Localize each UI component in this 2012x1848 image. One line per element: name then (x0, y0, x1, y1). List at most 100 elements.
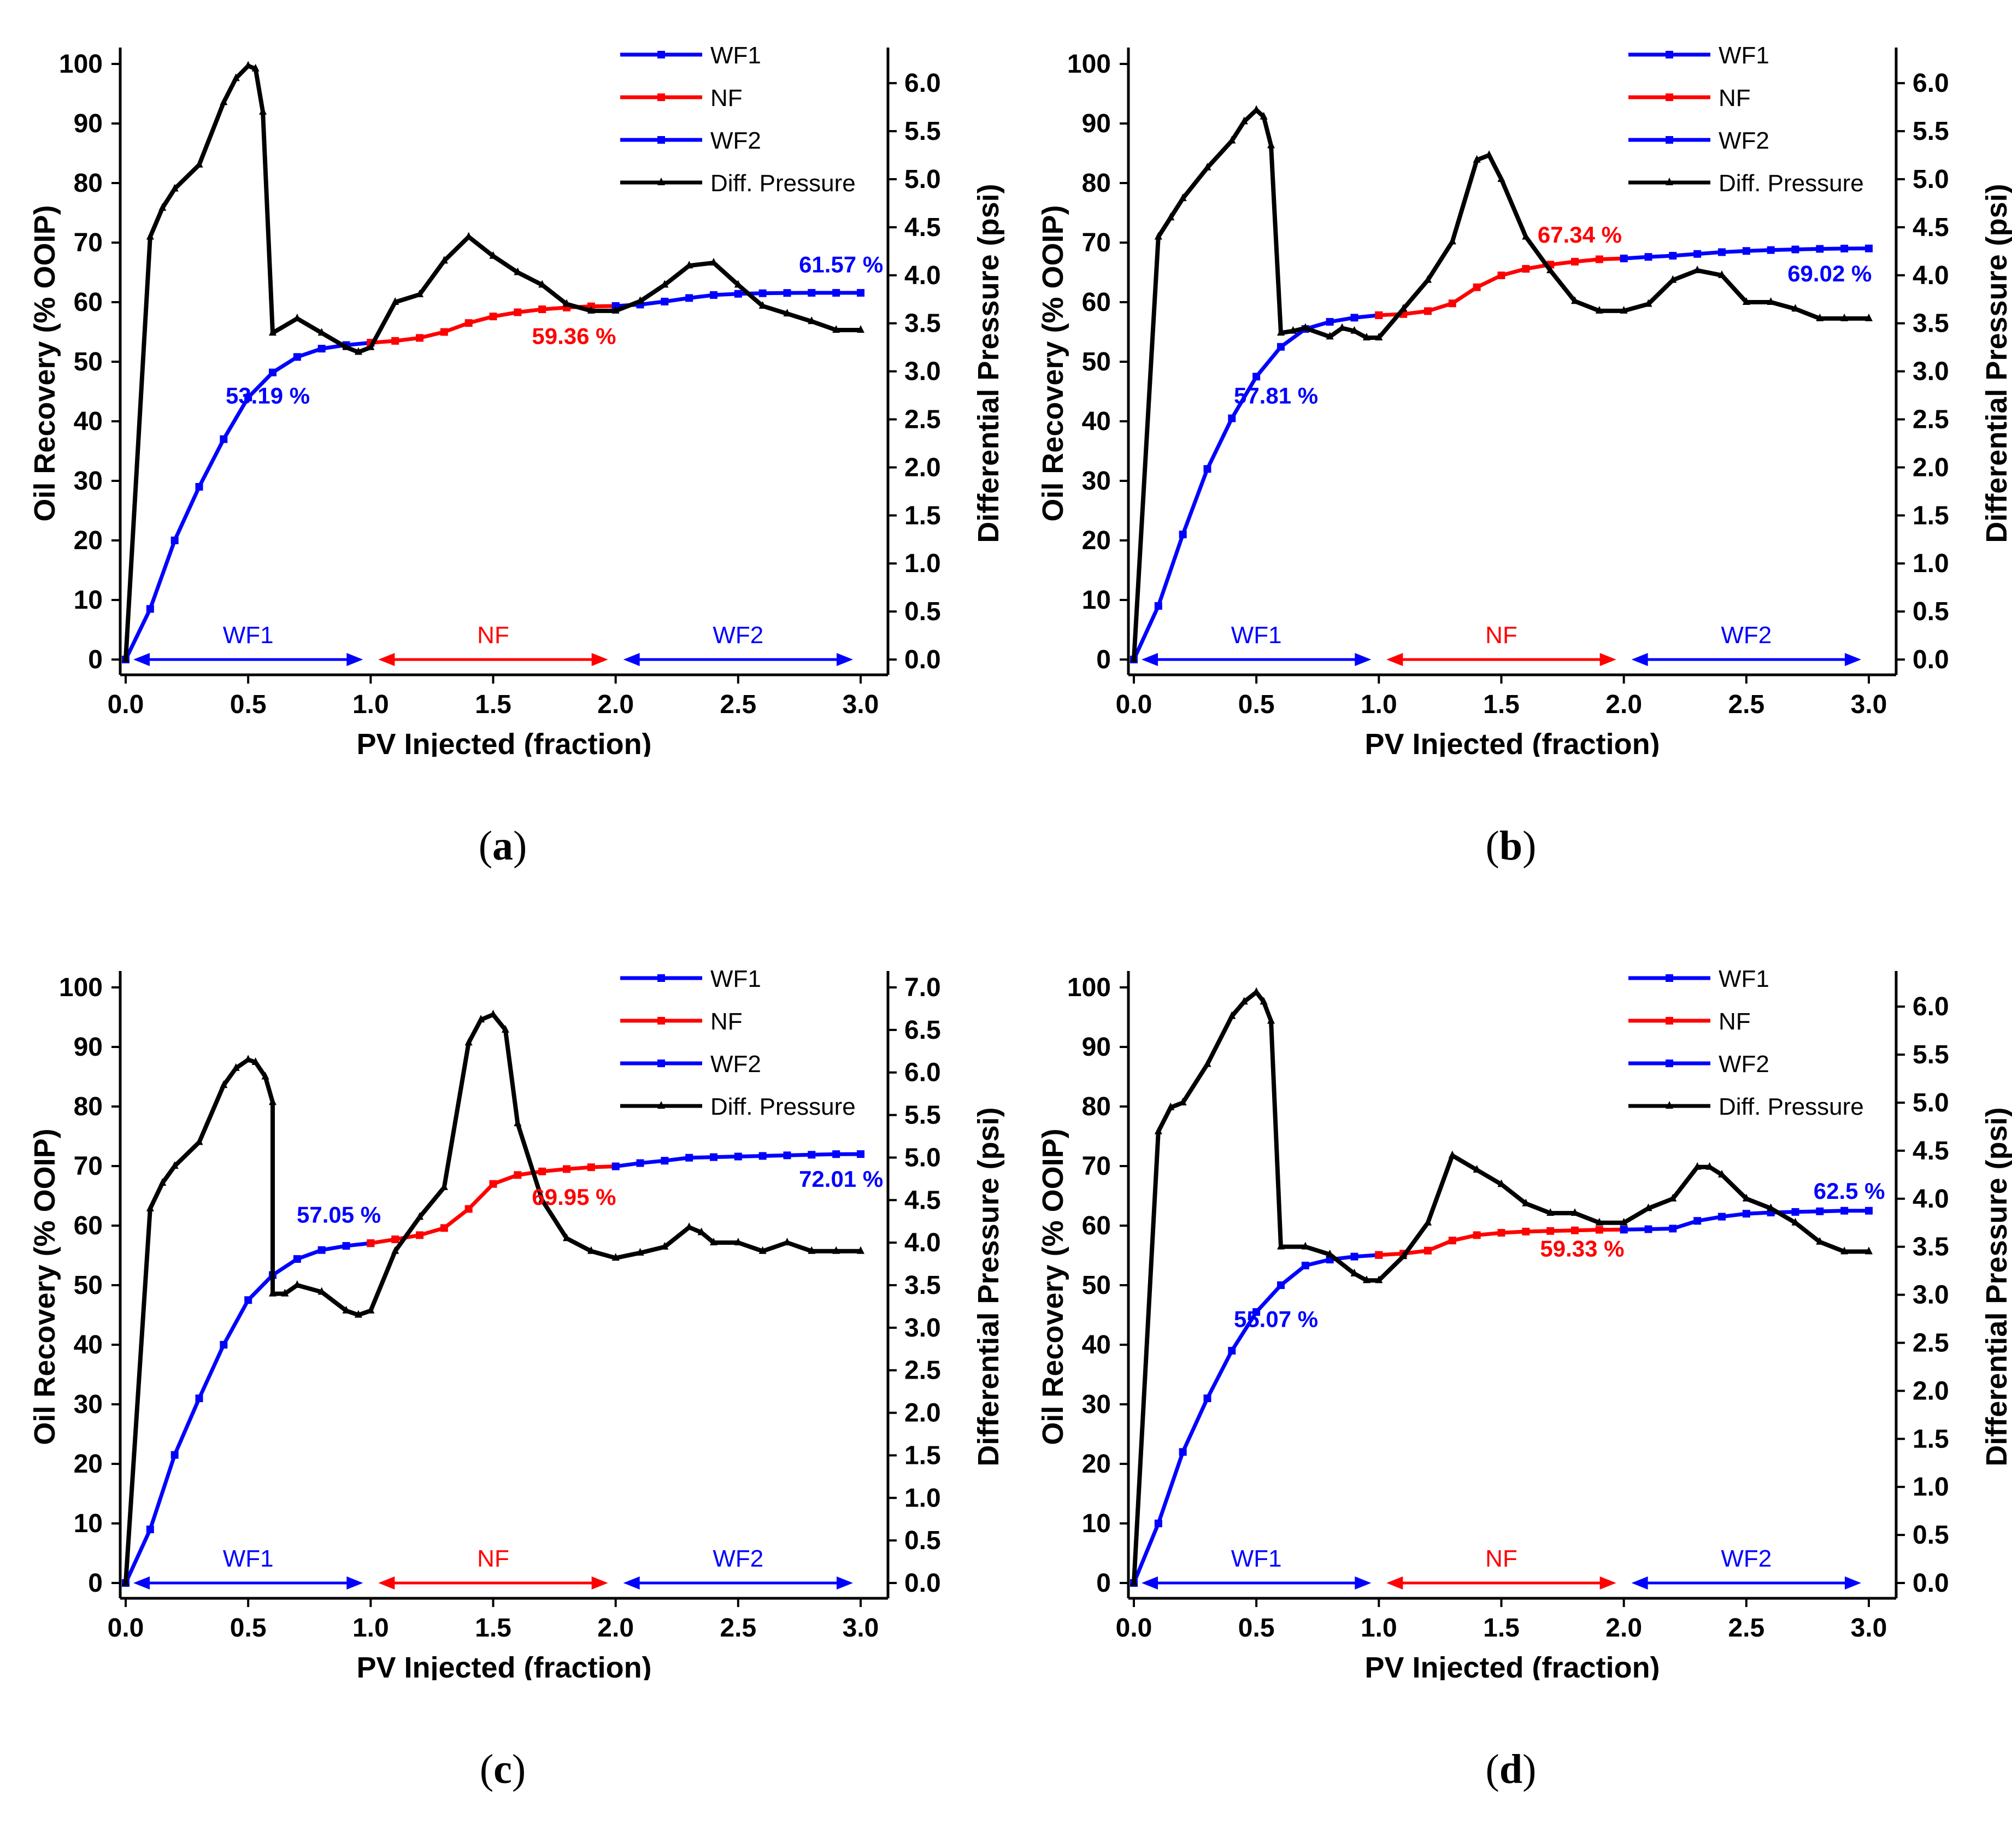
y2-tick-label: 6.0 (1913, 69, 1949, 98)
data-point-wf1 (1228, 1346, 1236, 1355)
x-tick-label: 0.0 (1116, 690, 1152, 719)
data-point-wf2 (1742, 247, 1750, 255)
data-point-diff-pressure (1742, 1193, 1750, 1202)
y2-tick-label: 5.0 (904, 1143, 941, 1172)
data-point-wf1 (195, 482, 203, 491)
data-point-diff-pressure (1791, 304, 1799, 312)
y-tick-label: 60 (1082, 288, 1111, 317)
data-point-diff-pressure (514, 1119, 522, 1127)
data-point-wf2 (1620, 254, 1628, 262)
data-point-wf2 (1791, 245, 1799, 254)
data-point-diff-pressure (1448, 1150, 1456, 1158)
data-point-diff-pressure (232, 1063, 240, 1071)
data-label: 59.33 % (1540, 1236, 1624, 1262)
data-point-nf (416, 1231, 423, 1239)
caption-b: (b) (1485, 823, 1537, 869)
data-point-wf2 (1767, 246, 1775, 254)
y2-tick-label: 4.0 (904, 1228, 941, 1257)
y-tick-label: 100 (59, 973, 103, 1002)
data-point-diff-pressure (1375, 1275, 1383, 1284)
arrow-head-left-icon (378, 653, 395, 666)
data-point-wf1 (1252, 373, 1261, 381)
arrow-head-left-icon (1386, 1576, 1403, 1590)
data-point-diff-pressure (1399, 1251, 1408, 1260)
legend-marker-icon (657, 93, 665, 101)
data-point-diff-pressure (1267, 1016, 1275, 1024)
chart-panel-a: 0 10 20 30 40 50 60 70 80 90 100 0.0 0.5 1.0 1.5 2.0 2.5… (30, 30, 1019, 757)
data-point-nf (464, 1205, 473, 1213)
data-point-diff-pressure (1497, 1179, 1505, 1187)
y-tick-label: 100 (59, 50, 103, 79)
data-label: 61.57 % (799, 252, 883, 278)
data-point-nf (1595, 255, 1603, 263)
data-point-nf (1424, 1246, 1432, 1255)
data-point-nf (1375, 1251, 1383, 1259)
data-point-diff-pressure (1448, 237, 1456, 245)
data-point-diff-pressure (1362, 333, 1370, 341)
y-tick-label: 80 (74, 1092, 103, 1121)
data-point-diff-pressure (489, 251, 497, 259)
y-tick-label: 90 (1082, 1033, 1111, 1062)
data-point-diff-pressure (1338, 323, 1346, 331)
data-point-diff-pressure (514, 267, 522, 275)
data-point-wf1 (1154, 1520, 1162, 1527)
data-point-diff-pressure (1240, 116, 1248, 125)
y2-tick-label: 0.0 (904, 645, 941, 674)
legend-label-wf1: WF1 (1719, 966, 1769, 992)
data-point-diff-pressure (1595, 305, 1603, 314)
y2-tick-label: 5.0 (904, 165, 941, 194)
legend-marker-icon (657, 51, 665, 58)
y2-tick-label: 0.0 (1913, 645, 1949, 674)
y2-tick-label: 5.5 (1913, 117, 1949, 146)
data-point-wf1 (146, 605, 154, 613)
data-point-diff-pressure (1277, 1241, 1285, 1250)
data-point-nf (1375, 311, 1383, 319)
data-point-diff-pressure (1644, 1203, 1652, 1211)
data-point-diff-pressure (563, 299, 570, 307)
arrow-head-right-icon (1845, 653, 1861, 666)
y-tick-label: 50 (1082, 1271, 1111, 1300)
legend-label-nf: NF (710, 85, 743, 111)
data-point-diff-pressure (416, 1212, 423, 1220)
series-line-diff-pressure (123, 63, 861, 660)
data-point-diff-pressure (611, 305, 620, 314)
data-label: 57.81 % (1234, 382, 1318, 408)
data-point-diff-pressure (1546, 265, 1555, 273)
data-point-diff-pressure (1791, 1217, 1799, 1226)
y-tick-label: 10 (1082, 1509, 1111, 1538)
y2-tick-label: 2.5 (904, 1356, 941, 1385)
data-point-wf1 (1350, 314, 1358, 322)
y2-tick-label: 2.0 (1913, 453, 1949, 482)
caption-c: (c) (479, 1746, 526, 1792)
x-tick-label: 1.0 (1361, 1614, 1397, 1643)
data-point-diff-pressure (170, 184, 179, 192)
data-point-wf2 (710, 1153, 717, 1161)
y-axis-title: Oil Recovery (% OOIP) (30, 205, 61, 521)
data-point-diff-pressure (587, 305, 595, 314)
data-point-nf (489, 1180, 497, 1188)
y2-tick-label: 1.5 (1913, 1425, 1949, 1453)
data-point-wf1 (220, 1341, 228, 1349)
data-label: 69.02 % (1787, 261, 1872, 286)
y2-tick-label: 3.0 (1913, 357, 1949, 386)
data-point-nf (1571, 1226, 1579, 1234)
legend-marker-icon (657, 136, 665, 144)
data-point-diff-pressure (1571, 1208, 1579, 1216)
x-tick-label: 1.0 (352, 1614, 389, 1643)
data-point-diff-pressure (354, 1310, 362, 1318)
data-point-diff-pressure (1865, 1246, 1873, 1255)
y-axis-title: Oil Recovery (% OOIP) (1038, 1128, 1069, 1445)
data-point-diff-pressure (158, 203, 167, 211)
data-point-diff-pressure (195, 160, 203, 168)
data-point-diff-pressure (758, 301, 767, 309)
y2-axis-title: Differential Pressure (psi) (1980, 184, 2012, 543)
arrow-head-left-icon (623, 1576, 640, 1590)
data-point-diff-pressure (1473, 155, 1481, 163)
data-point-diff-pressure (1767, 297, 1775, 305)
y2-tick-label: 0.5 (904, 597, 941, 626)
y-tick-label: 60 (74, 1211, 103, 1240)
y-tick-label: 30 (74, 1390, 103, 1419)
legend-marker-icon (1666, 974, 1673, 982)
data-point-nf (367, 1239, 375, 1247)
y-tick-label: 30 (1082, 467, 1111, 496)
